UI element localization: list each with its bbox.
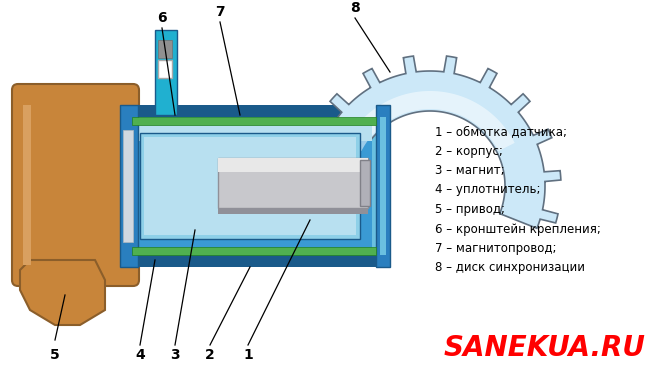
- Text: 6 – кронштейн крепления;: 6 – кронштейн крепления;: [435, 222, 601, 235]
- Bar: [138, 123, 372, 249]
- Text: 4: 4: [135, 348, 145, 362]
- Bar: [218, 158, 368, 208]
- Bar: [376, 105, 390, 267]
- Bar: [132, 247, 376, 255]
- Text: 3: 3: [170, 348, 180, 362]
- Bar: [120, 105, 138, 267]
- Bar: [380, 117, 386, 255]
- Bar: [132, 117, 378, 255]
- Bar: [123, 130, 133, 242]
- Text: 8: 8: [350, 1, 360, 15]
- Bar: [144, 137, 356, 235]
- Bar: [218, 164, 368, 214]
- Text: 8 – диск синхронизации: 8 – диск синхронизации: [435, 262, 585, 275]
- Text: 7: 7: [215, 5, 225, 19]
- Text: 4 – уплотнитель;: 4 – уплотнитель;: [435, 183, 541, 196]
- Text: 7 – магнитопровод;: 7 – магнитопровод;: [435, 242, 556, 255]
- Bar: [158, 40, 172, 58]
- Bar: [120, 105, 390, 267]
- Polygon shape: [20, 260, 105, 325]
- Polygon shape: [299, 56, 561, 228]
- Polygon shape: [346, 91, 515, 151]
- Bar: [218, 158, 368, 172]
- Text: 1: 1: [243, 348, 253, 362]
- Text: 2 – корпус;: 2 – корпус;: [435, 144, 503, 157]
- Bar: [132, 117, 376, 125]
- Text: 5: 5: [50, 348, 60, 362]
- Text: 2: 2: [205, 348, 215, 362]
- Bar: [158, 60, 172, 78]
- Bar: [23, 105, 31, 265]
- FancyBboxPatch shape: [12, 84, 139, 286]
- Bar: [140, 133, 360, 239]
- Bar: [138, 123, 372, 141]
- Bar: [360, 160, 370, 206]
- Bar: [155, 30, 177, 115]
- Text: 5 – привод;: 5 – привод;: [435, 203, 505, 216]
- Text: 3 – магнит;: 3 – магнит;: [435, 164, 505, 177]
- Text: 1 – обмотка датчика;: 1 – обмотка датчика;: [435, 125, 567, 138]
- Text: SANEKUA.RU: SANEKUA.RU: [444, 334, 646, 362]
- Text: 6: 6: [157, 11, 167, 25]
